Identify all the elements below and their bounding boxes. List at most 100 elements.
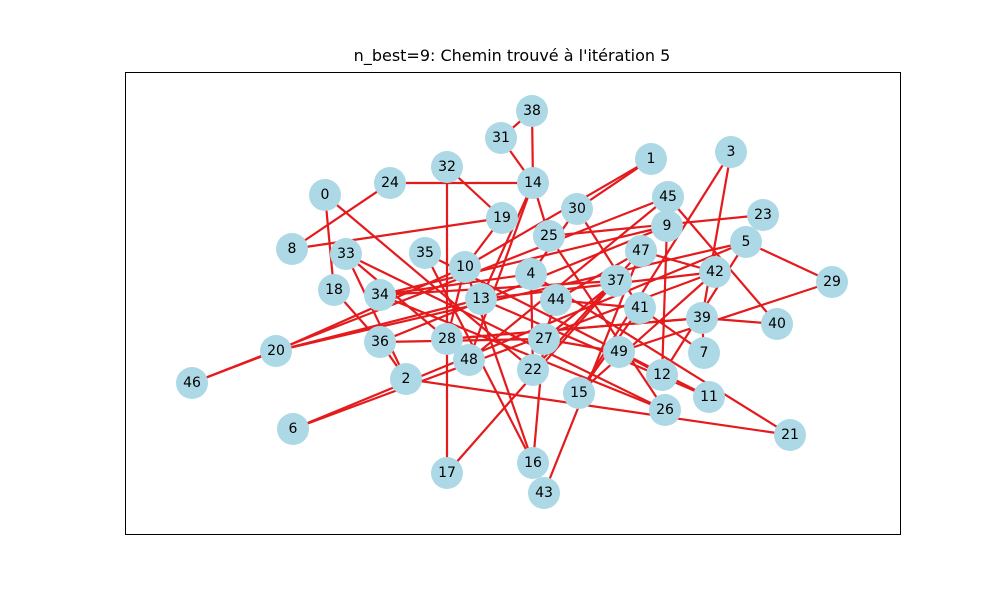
node-label: 3	[727, 144, 736, 160]
edge-8-19	[291, 216, 503, 251]
node-label: 7	[700, 345, 709, 361]
node-circle	[465, 283, 497, 315]
edge-14-48	[467, 182, 535, 361]
node-circle	[318, 274, 350, 306]
edge-25-26	[548, 235, 666, 411]
node-circle	[431, 323, 463, 355]
node-circle	[330, 238, 362, 270]
node-label: 36	[371, 334, 389, 350]
node-circle	[176, 367, 208, 399]
node-38: 38	[516, 95, 548, 127]
node-20: 20	[260, 335, 292, 367]
edge-4-22	[529, 273, 535, 371]
node-label: 11	[700, 389, 718, 405]
node-label: 45	[659, 189, 677, 205]
node-0: 0	[309, 179, 341, 211]
node-label: 41	[631, 300, 649, 316]
node-31: 31	[485, 122, 517, 154]
node-label: 24	[381, 175, 399, 191]
node-label: 34	[371, 287, 389, 303]
node-label: 48	[460, 352, 478, 368]
node-label: 37	[607, 273, 625, 289]
edge-2-21	[405, 377, 791, 437]
node-label: 29	[823, 274, 841, 290]
node-label: 9	[663, 218, 672, 234]
node-47: 47	[625, 235, 657, 267]
node-27: 27	[528, 323, 560, 355]
node-circle	[600, 265, 632, 297]
node-circle	[515, 258, 547, 290]
node-26: 26	[649, 394, 681, 426]
node-circle	[528, 477, 560, 509]
node-33: 33	[330, 238, 362, 270]
node-16: 16	[517, 447, 549, 479]
node-circle	[528, 323, 560, 355]
edge-1-10	[464, 158, 652, 268]
node-label: 28	[438, 331, 456, 347]
node-circle	[635, 143, 667, 175]
node-46: 46	[176, 367, 208, 399]
edge-34-4	[379, 272, 532, 297]
node-circle	[774, 419, 806, 451]
node-label: 39	[693, 310, 711, 326]
node-label: 8	[288, 241, 297, 257]
node-label: 15	[570, 385, 588, 401]
node-label: 16	[524, 455, 542, 471]
node-label: 17	[438, 465, 456, 481]
node-label: 42	[706, 264, 724, 280]
node-12: 12	[646, 359, 678, 391]
nodes-layer: 0123456789101112131415161718192021222324…	[176, 95, 848, 509]
node-label: 2	[402, 371, 411, 387]
node-circle	[747, 199, 779, 231]
node-circle	[260, 335, 292, 367]
node-circle	[516, 95, 548, 127]
node-circle	[309, 179, 341, 211]
node-circle	[625, 235, 657, 267]
node-22: 22	[517, 354, 549, 386]
node-6: 6	[277, 413, 309, 445]
node-label: 40	[768, 316, 786, 332]
node-circle	[699, 256, 731, 288]
node-circle	[561, 193, 593, 225]
node-label: 32	[438, 159, 456, 175]
node-15: 15	[563, 377, 595, 409]
chart-title: n_best=9: Chemin trouvé à l'itération 5	[353, 46, 671, 65]
node-circle	[816, 266, 848, 298]
node-label: 19	[493, 210, 511, 226]
node-label: 14	[524, 175, 542, 191]
edge-24-8	[291, 182, 391, 250]
node-label: 26	[656, 402, 674, 418]
node-29: 29	[816, 266, 848, 298]
node-circle	[649, 394, 681, 426]
node-1: 1	[635, 143, 667, 175]
node-label: 18	[325, 282, 343, 298]
node-label: 4	[527, 266, 536, 282]
edge-15-42	[578, 271, 716, 394]
node-circle	[431, 151, 463, 183]
edge-49-29	[618, 280, 833, 354]
edge-34-26	[379, 293, 666, 412]
node-label: 12	[653, 367, 671, 383]
edge-9-12	[660, 225, 669, 376]
node-label: 21	[781, 427, 799, 443]
node-label: 20	[267, 343, 285, 359]
node-circle	[276, 233, 308, 265]
node-circle	[364, 326, 396, 358]
node-42: 42	[699, 256, 731, 288]
edge-5-6	[292, 240, 747, 431]
node-circle	[686, 302, 718, 334]
node-30: 30	[561, 193, 593, 225]
node-2: 2	[390, 363, 422, 395]
node-label: 49	[610, 344, 628, 360]
node-circle	[652, 181, 684, 213]
node-49: 49	[603, 336, 635, 368]
node-label: 25	[540, 228, 558, 244]
node-24: 24	[374, 167, 406, 199]
node-circle	[761, 308, 793, 340]
node-19: 19	[486, 202, 518, 234]
node-circle	[533, 220, 565, 252]
node-48: 48	[453, 344, 485, 376]
node-17: 17	[431, 457, 463, 489]
node-44: 44	[540, 284, 572, 316]
node-4: 4	[515, 258, 547, 290]
